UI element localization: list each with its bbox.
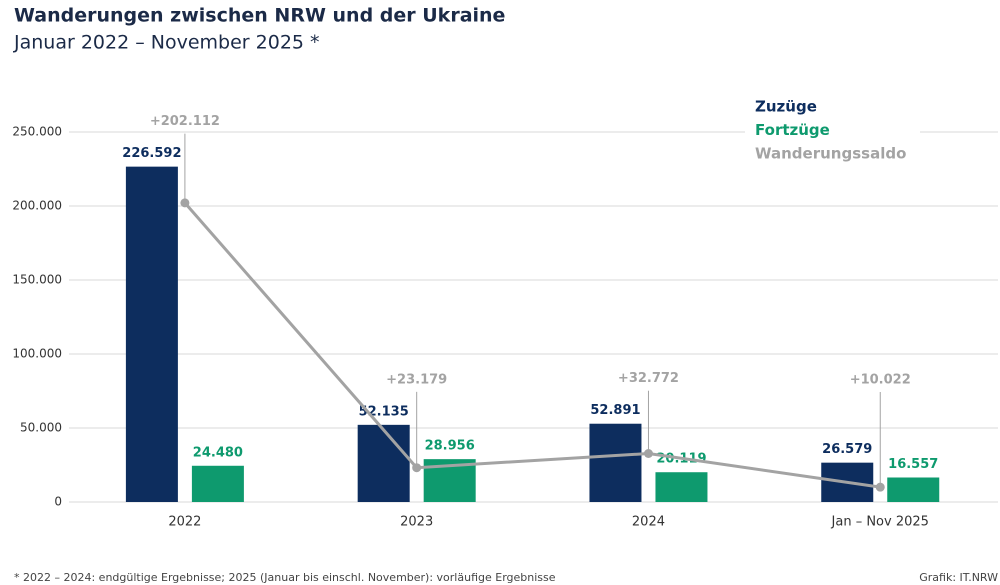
value-label: +202.112 — [150, 114, 220, 129]
line-point — [412, 463, 422, 473]
chart-title: Wanderungen zwischen NRW und der Ukraine — [14, 5, 505, 27]
value-label: 28.956 — [425, 439, 475, 454]
bar — [191, 465, 244, 502]
bar — [357, 424, 410, 502]
value-label: 52.891 — [590, 403, 640, 418]
bar — [589, 423, 642, 502]
value-label: +23.179 — [386, 372, 447, 387]
y-tick-label: 100.000 — [12, 347, 62, 361]
line — [183, 201, 881, 489]
value-label: +10.022 — [850, 373, 911, 388]
x-tick-label: Jan – Nov 2025 — [831, 515, 929, 530]
legend-entry: Fortzüge — [755, 121, 830, 139]
legend-entry: Zuzüge — [755, 98, 817, 116]
line-point — [875, 482, 885, 492]
y-tick-label: 200.000 — [12, 199, 62, 213]
y-tick-label: 150.000 — [12, 273, 62, 287]
x-tick-label: 2024 — [632, 515, 665, 530]
footnote: * 2022 – 2024: endgültige Ergebnisse; 20… — [14, 571, 556, 584]
bar — [125, 166, 178, 502]
line-point — [180, 198, 190, 208]
line-point — [643, 448, 653, 458]
value-label: 16.557 — [888, 457, 938, 472]
value-label: 24.480 — [193, 445, 243, 460]
value-label: 26.579 — [822, 442, 872, 457]
y-tick-label: 250.000 — [12, 125, 62, 139]
value-label: 226.592 — [122, 146, 181, 161]
bar — [655, 472, 708, 502]
chart-subtitle: Januar 2022 – November 2025 * — [13, 32, 320, 54]
x-tick-label: 2022 — [168, 515, 201, 530]
y-tick-label: 0 — [54, 495, 62, 509]
value-label: +32.772 — [618, 371, 679, 386]
bar — [887, 477, 940, 502]
source: Grafik: IT.NRW — [919, 571, 998, 584]
legend-background — [745, 96, 920, 166]
x-tick-label: 2023 — [400, 515, 433, 530]
y-tick-label: 50.000 — [20, 421, 62, 435]
legend-entry: Wanderungssaldo — [755, 145, 906, 163]
